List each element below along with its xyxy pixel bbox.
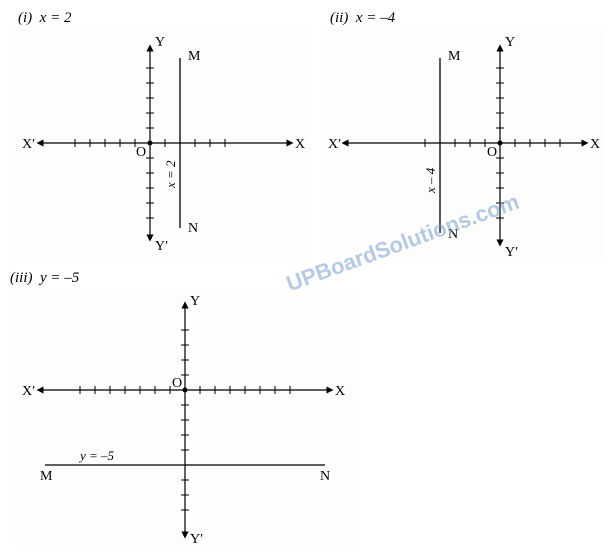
origin-label: O	[487, 145, 497, 160]
line-top-label: M	[188, 49, 201, 64]
graph-1: Y Y′ X X′ O M N x = 2	[10, 28, 310, 258]
origin-dot	[183, 388, 188, 393]
line-right-label: N	[320, 469, 330, 484]
y-neg-label: Y′	[155, 239, 168, 254]
panel-1-label: (i) x = 2	[18, 10, 71, 27]
origin-dot	[498, 141, 503, 146]
y-pos-label: Y	[190, 294, 200, 309]
x-pos-label: X	[295, 137, 305, 152]
line-bottom-label: N	[188, 221, 198, 236]
figure-container: (i) x = 2 (ii) x = –4 (iii) y = –5	[10, 10, 603, 544]
x-neg-label: X′	[22, 384, 35, 399]
origin-label: O	[136, 145, 146, 160]
line-equation-label: x = 2	[163, 160, 178, 189]
y-neg-label: Y′	[505, 245, 518, 260]
x-pos-label: X	[335, 384, 345, 399]
panel-3-label: (iii) y = –5	[10, 270, 79, 287]
line-left-label: M	[40, 469, 53, 484]
graph-3: Y Y′ X X′ O M N y = –5	[10, 290, 360, 545]
line-equation-label: x – 4	[423, 167, 438, 194]
line-top-label: M	[448, 49, 461, 64]
line-equation-label: y = –5	[78, 448, 115, 463]
y-neg-label: Y′	[190, 532, 203, 545]
x-neg-label: X′	[22, 137, 35, 152]
origin-dot	[148, 141, 153, 146]
panel-2-label: (ii) x = –4	[330, 10, 395, 27]
x-pos-label: X	[590, 137, 600, 152]
x-neg-label: X′	[328, 137, 341, 152]
origin-label: O	[172, 376, 182, 391]
y-pos-label: Y	[505, 35, 515, 50]
y-pos-label: Y	[155, 35, 165, 50]
